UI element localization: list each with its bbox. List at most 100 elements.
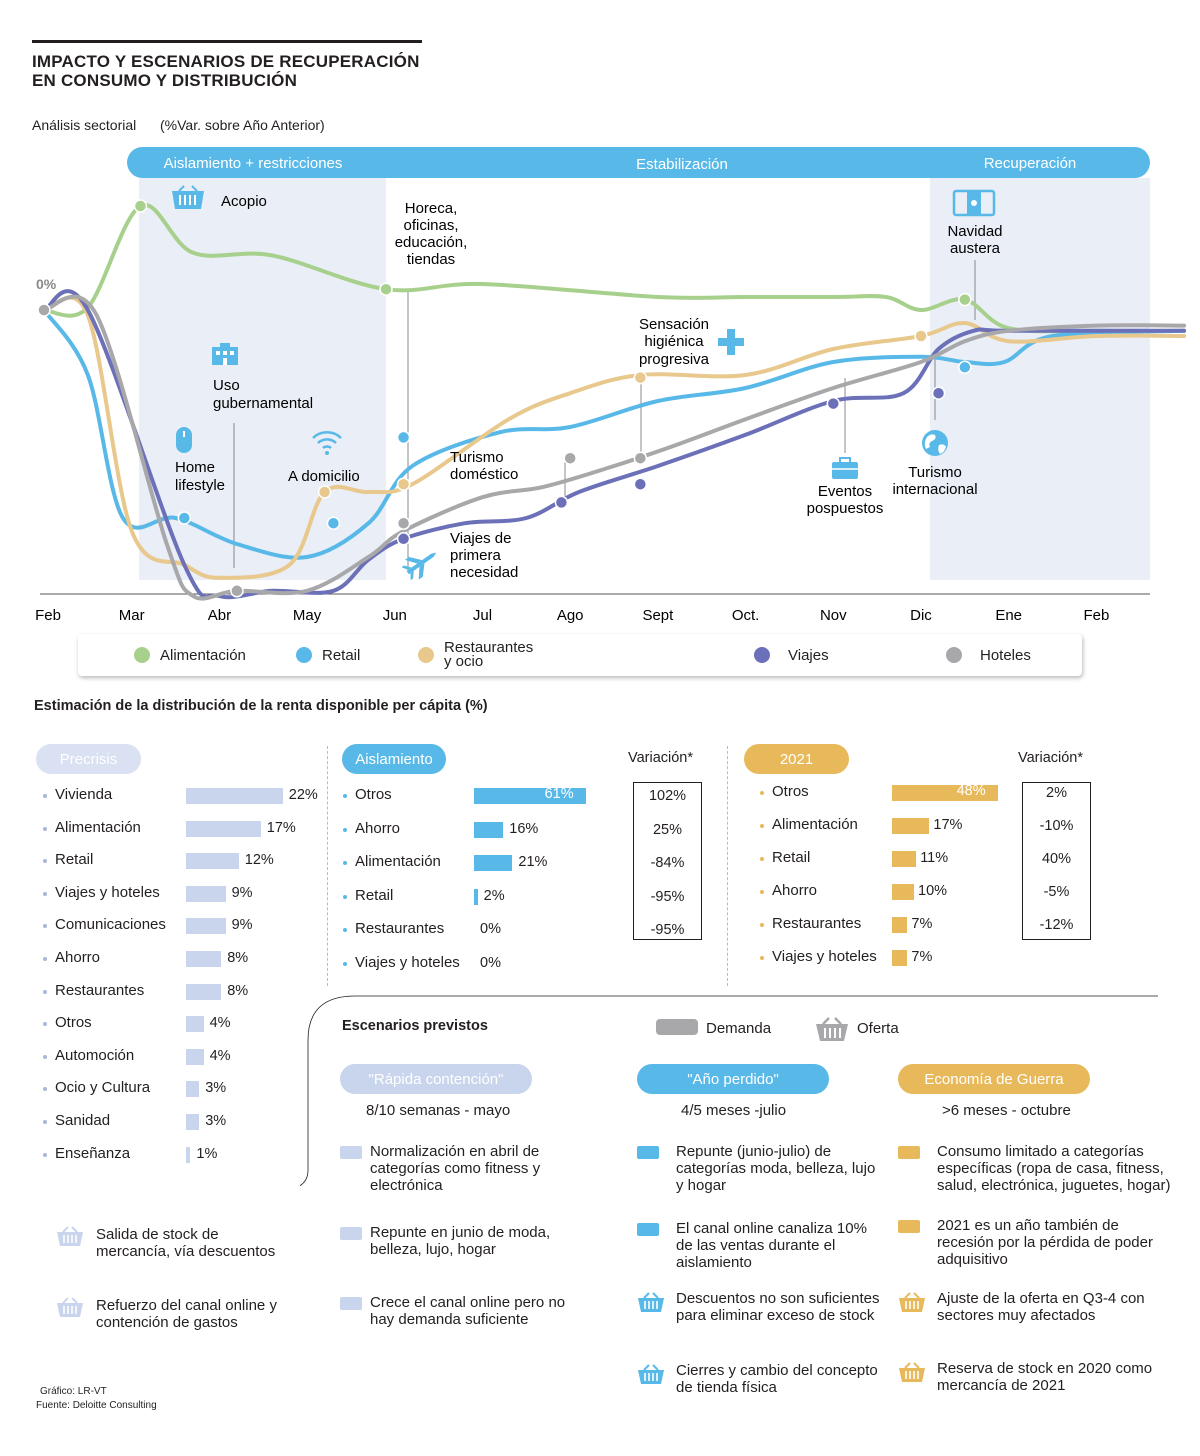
building-icon [212,343,238,365]
legend-swatch [946,647,962,663]
annot-horeca-3: educación, [395,234,468,251]
briefcase-icon [832,457,858,479]
list-bullet [760,923,764,927]
scenario-item: Cierres y cambio del concepto de tienda … [676,1362,878,1396]
dist-item-name: Retail [772,849,811,866]
legend-viajes: Viajes [754,634,829,676]
scenario-period: 4/5 meses -julio [681,1102,787,1119]
annot-turdom-2: doméstico [450,466,518,483]
dist-item-name: Ahorro [355,819,401,837]
recovery-band [930,178,1150,580]
distribution-title: Estimación de la distribución de la rent… [34,698,488,714]
series-marker [230,584,244,598]
dist-value: 4% [209,1015,231,1032]
dist-bar [892,950,908,966]
annot-uso-2: gubernamental [213,395,313,412]
dist-variation: -5% [1043,884,1070,900]
dist-bar [186,1081,200,1098]
legend-restaurantes: Restaurantes y ocio [418,634,544,676]
acopio-icon [172,185,204,209]
series-marker [914,329,928,343]
dist-value: 9% [231,884,253,901]
legend-label: Hoteles [980,646,1031,664]
scenario-item: Salida de stock de mercancía, vía descue… [96,1226,276,1260]
basket-icon [57,1297,83,1317]
dist-value: 8% [227,982,249,999]
dist-item-name: Comunicaciones [55,916,166,934]
series-marker [958,292,972,307]
series-marker [317,485,332,499]
series-marker [554,495,569,510]
dist-bar [892,884,914,900]
phase-stabilization: Estabilización [636,156,728,173]
scenario-swatch [340,1297,362,1310]
x-tick-8: Oct. [732,607,760,624]
dist-variation: -12% [1039,917,1074,933]
annot-viajes-3: necesidad [450,564,518,581]
series-marker [326,516,341,530]
aislamiento-variation-box [633,782,702,940]
scenario-item: Repunte (junio-julio) de categorías moda… [676,1143,876,1194]
scenarios-title: Escenarios previstos [342,1018,488,1034]
list-bullet [760,791,764,795]
dist-variation: -10% [1039,818,1074,834]
dist-item-name: Otros [772,783,809,800]
list-bullet [43,826,47,831]
series-marker [133,199,148,213]
scenario-swatch [898,1146,920,1159]
annot-viajes-1: Viajes de [450,530,511,547]
annot-eventos-2: pospuestos [807,500,884,517]
legend-swatch [418,647,434,663]
series-marker [826,396,841,411]
dist-item-name: Restaurantes [55,981,145,999]
credit-grafico: Gráfico: LR-VT [40,1386,107,1397]
scenario-swatch [637,1146,659,1159]
series-marker [563,451,577,465]
zero-label: 0% [36,276,57,292]
scenario-swatch [340,1146,362,1159]
scenario-item: Normalización en abril de categorías com… [370,1143,541,1194]
list-bullet [760,890,764,894]
dist-value: 9% [231,917,253,934]
list-bullet [43,891,47,896]
list-bullet [343,962,347,966]
dist-value: 3% [205,1080,227,1097]
dist-bar [892,851,917,867]
dist-value: 0% [480,921,501,938]
dist-item-name: Automoción [55,1046,135,1064]
dist-bar [186,1048,204,1065]
scenario-pill: Economía de Guerra [898,1064,1090,1094]
series-marker [396,516,411,530]
annot-domicilio: A domicilio [288,468,360,485]
page-title: IMPACTO Y ESCENARIOS DE RECUPERACIÓN EN … [32,52,420,90]
legend-swatch [134,647,150,663]
medical-cross-icon [718,329,744,355]
demanda-swatch [656,1019,698,1035]
divider [327,746,328,986]
x-tick-9: Nov [820,607,847,624]
dist-bar [474,855,513,872]
dist-bar [474,788,586,804]
dist-value: 16% [509,820,539,837]
gift-box-icon [952,189,996,217]
dist-value: 2% [483,887,505,904]
legend-swatch [754,647,770,663]
y2021-pill: 2021 [744,744,849,774]
scenario-swatch [637,1223,659,1236]
x-tick-6: Ago [557,607,584,624]
dist-value: 22% [288,787,318,803]
series-marker [958,360,972,374]
list-bullet [43,1152,47,1157]
legend-label: Retail [322,646,361,664]
title-line-2: EN CONSUMO Y DISTRIBUCIÓN [32,71,298,90]
series-marker [396,477,411,491]
list-bullet [43,859,47,864]
credit-fuente: Fuente: Deloitte Consulting [36,1400,157,1411]
scenarios-frame [300,995,1158,1187]
annot-horeca-4: tiendas [407,251,455,268]
x-tick-4: Jun [383,607,407,624]
series-marker [633,477,648,491]
annot-sens-3: progresiva [639,351,710,368]
dist-value: 11% [920,850,949,866]
annot-viajes-2: primera [450,547,502,564]
